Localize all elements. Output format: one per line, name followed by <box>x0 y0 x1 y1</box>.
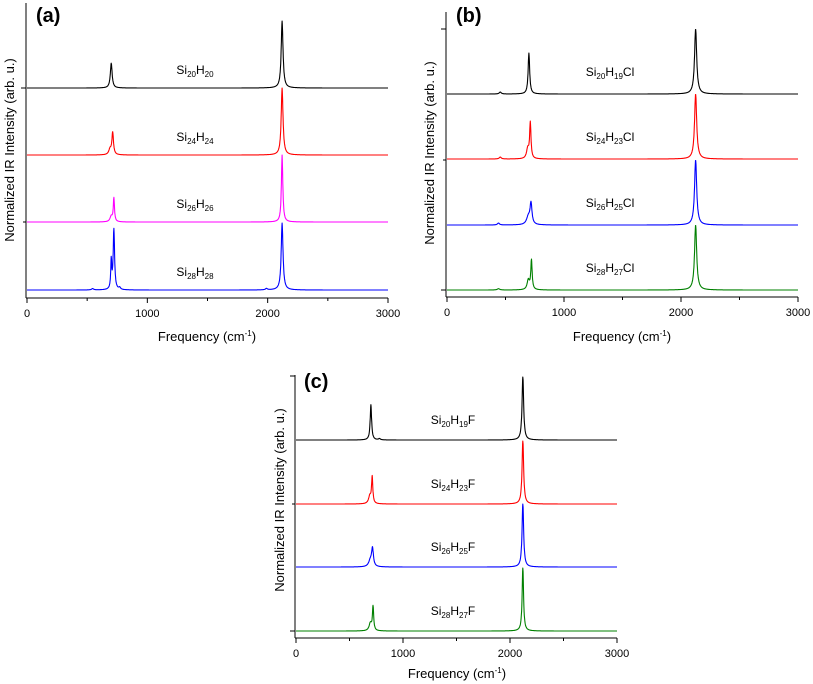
chart-panel-a: Si20H20 Si24H24 Si26H26 Si28H28 0 1000 2000 30… <box>2 3 400 344</box>
series-label-Si26H26: Si26H26 <box>176 197 214 213</box>
spectrum-line-Si20H20 <box>26 20 389 89</box>
spectrum-line-Si24H24 <box>26 87 389 156</box>
panel-letter: (c) <box>304 371 328 393</box>
spectrum-line-Si24H23Cl <box>446 93 799 160</box>
axes-frame <box>441 12 799 302</box>
x-tick-label: 1000 <box>135 308 159 320</box>
chart-panel-b: Si20H19Cl Si24H23Cl Si26H25Cl Si28H27Cl 0 10… <box>422 5 810 344</box>
spectrum-line-Si20H19Cl <box>446 28 799 95</box>
spectrum-line-Si28H27Cl <box>446 224 799 291</box>
series-labels: Si20H20 Si24H24 Si26H26 Si28H28 <box>176 63 214 281</box>
spectrum-line-Si26H26 <box>26 154 389 223</box>
series-label-Si20H19F: Si20H19F <box>431 413 476 429</box>
x-tick-label: 2000 <box>498 648 522 660</box>
series-label-Si26H25F: Si26H25F <box>431 540 476 556</box>
x-tick-label: 1000 <box>391 648 415 660</box>
series-label-Si28H27Cl: Si28H27Cl <box>586 261 635 277</box>
spectrum-line-Si24H23F <box>295 440 618 505</box>
spectrum-line-Si26H25F <box>295 503 618 568</box>
x-tick-labels: 0 1000 2000 3000 <box>24 308 400 320</box>
x-tick-label: 0 <box>293 648 299 660</box>
y-axis-title: Normalized IR Intensity (arb. u.) <box>2 58 17 242</box>
series-label-Si28H27F: Si28H27F <box>431 604 476 620</box>
spectrum-line-Si26H25Cl <box>446 159 799 226</box>
series-labels: Si20H19Cl Si24H23Cl Si26H25Cl Si28H27Cl <box>586 65 635 277</box>
x-axis-title: Frequency (cm-1) <box>573 329 671 344</box>
series-labels: Si20H19F Si24H23F Si26H25F Si28H27F <box>431 413 476 620</box>
axes-frame <box>21 3 389 303</box>
x-tick-label: 1000 <box>552 307 576 319</box>
x-tick-label: 0 <box>444 307 450 319</box>
series-label-Si24H23Cl: Si24H23Cl <box>586 130 635 146</box>
x-tick-label: 3000 <box>786 307 810 319</box>
series-label-Si26H25Cl: Si26H25Cl <box>586 196 635 212</box>
series-label-Si20H20: Si20H20 <box>176 63 214 79</box>
axes-frame <box>290 375 618 643</box>
y-axis-title: Normalized IR Intensity (arb. u.) <box>422 61 437 245</box>
x-tick-label: 2000 <box>669 307 693 319</box>
x-tick-label: 2000 <box>255 308 279 320</box>
spectrum-line-Si28H27F <box>295 567 618 632</box>
x-tick-label: 3000 <box>605 648 629 660</box>
x-axis-title: Frequency (cm-1) <box>158 329 256 344</box>
series-label-Si24H23F: Si24H23F <box>431 477 476 493</box>
panel-letter: (b) <box>456 5 482 27</box>
spectra-traces <box>446 28 799 291</box>
spectrum-line-Si20H19F <box>295 376 618 441</box>
x-axis-title: Frequency (cm-1) <box>408 666 506 681</box>
panel-letter: (a) <box>36 5 60 27</box>
spectra-traces <box>295 376 618 632</box>
chart-panel-c: Si20H19F Si24H23F Si26H25F Si28H27F 0 1000 20… <box>272 371 629 681</box>
spectra-traces <box>26 20 389 291</box>
y-axis-title: Normalized IR Intensity (arb. u.) <box>272 408 287 592</box>
x-tick-label: 0 <box>24 308 30 320</box>
series-label-Si20H19Cl: Si20H19Cl <box>586 65 635 81</box>
series-label-Si24H24: Si24H24 <box>176 130 214 146</box>
x-tick-label: 3000 <box>376 308 400 320</box>
x-tick-labels: 0 1000 2000 3000 <box>293 648 629 660</box>
spectrum-line-Si28H28 <box>26 222 389 291</box>
series-label-Si28H28: Si28H28 <box>176 265 214 281</box>
x-tick-labels: 0 1000 2000 3000 <box>444 307 810 319</box>
